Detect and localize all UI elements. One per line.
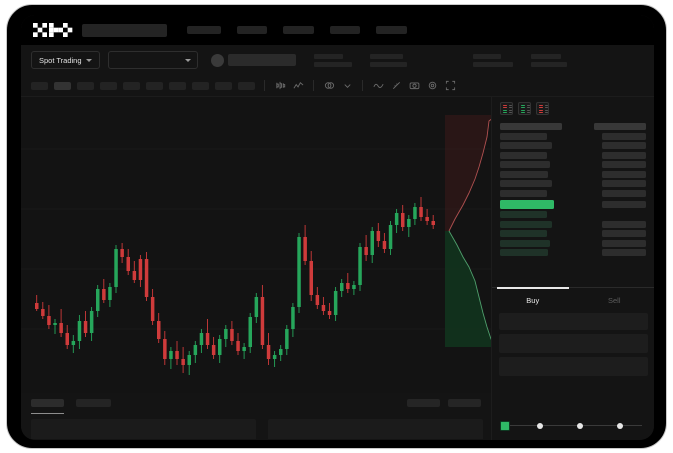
stat-24h-volume xyxy=(472,53,513,67)
orderbook-col-price xyxy=(500,123,562,131)
orderbook-ask-row[interactable] xyxy=(500,179,646,189)
orderbook-ask-row[interactable] xyxy=(500,151,646,161)
nav-item-4[interactable] xyxy=(330,26,360,34)
bottom-panels xyxy=(31,419,483,439)
bottom-tab-open-orders[interactable] xyxy=(31,399,64,407)
settings-gear-icon[interactable] xyxy=(426,80,438,92)
indicators-icon[interactable] xyxy=(292,80,304,92)
bottom-action-2[interactable] xyxy=(448,399,481,407)
slider-track xyxy=(504,425,642,426)
spot-trading-dropdown[interactable]: Spot Trading xyxy=(31,51,100,69)
orderbook-col-amount xyxy=(594,123,646,131)
orderbook-bid-row[interactable] xyxy=(500,210,646,220)
tab-sell-label: Sell xyxy=(607,296,621,305)
orderbook-ask-row[interactable] xyxy=(500,132,646,142)
bottom-panel-right[interactable] xyxy=(268,419,483,439)
chart-toolbar xyxy=(21,75,654,97)
toolbar-divider xyxy=(362,80,363,91)
orders-bottom-bar xyxy=(21,393,491,440)
nav-item-1[interactable] xyxy=(187,26,221,34)
chevron-down-icon xyxy=(184,58,191,62)
nav-item-3[interactable] xyxy=(283,26,314,34)
orderbook-mode-bids-icon[interactable] xyxy=(518,102,531,115)
stat-24h-change xyxy=(369,53,407,67)
bottom-panel-left[interactable] xyxy=(31,419,256,439)
tab-sell[interactable]: Sell xyxy=(574,288,655,313)
bottom-action-1[interactable] xyxy=(407,399,440,407)
tab-buy[interactable]: Buy xyxy=(492,288,574,313)
timeframe-button-1[interactable] xyxy=(31,81,48,90)
orderbook-ask-row[interactable] xyxy=(500,189,646,199)
active-tab-underline xyxy=(497,287,569,289)
stat-24h-high-low xyxy=(530,53,567,67)
trade-side-tabs: Buy Sell xyxy=(492,287,654,313)
trading-pair-dropdown[interactable] xyxy=(107,51,198,69)
tablet-device-frame: Spot Trading xyxy=(6,4,667,449)
slider-stop-25[interactable] xyxy=(537,422,543,429)
compare-icon[interactable] xyxy=(323,80,335,92)
orderbook-ask-row[interactable] xyxy=(500,160,646,170)
slider-stop-50[interactable] xyxy=(577,422,583,429)
pair-name xyxy=(227,54,296,66)
price-chart[interactable] xyxy=(21,97,491,393)
slider-handle[interactable] xyxy=(500,420,510,431)
chevron-down-icon xyxy=(85,58,92,62)
coin-avatar xyxy=(210,53,224,67)
orderbook-mode-both-icon[interactable] xyxy=(500,102,513,115)
bottom-tabs xyxy=(21,393,491,415)
market-depth-chart xyxy=(445,115,497,347)
last-price-highlight xyxy=(500,199,554,209)
toolbar-divider xyxy=(264,80,265,91)
candlestick-chart-icon[interactable] xyxy=(274,80,286,92)
order-form xyxy=(492,313,654,380)
market-toolbar: Spot Trading xyxy=(21,45,654,75)
amount-field[interactable] xyxy=(499,357,648,376)
line-chart-icon[interactable] xyxy=(372,80,384,92)
timeframe-button-7[interactable] xyxy=(169,81,186,90)
nav-item-2[interactable] xyxy=(237,26,267,34)
stat-last-price xyxy=(313,53,352,67)
screen: Spot Trading xyxy=(21,15,654,440)
orderbook-ask-row[interactable] xyxy=(500,170,646,180)
orderbook-bid-row[interactable] xyxy=(500,220,646,230)
timeframe-button-10[interactable] xyxy=(238,81,255,90)
orderbook-ask-row[interactable] xyxy=(500,141,646,151)
search-input[interactable] xyxy=(82,23,167,37)
top-header xyxy=(21,15,654,45)
chevron-down-icon[interactable] xyxy=(341,80,353,92)
tab-buy-label: Buy xyxy=(526,296,540,305)
spot-trading-label: Spot Trading xyxy=(39,55,82,65)
nav-item-5[interactable] xyxy=(376,26,407,34)
timeframe-button-6[interactable] xyxy=(146,81,163,90)
price-field[interactable] xyxy=(499,334,648,353)
bottom-actions xyxy=(407,399,481,407)
camera-icon[interactable] xyxy=(408,80,420,92)
order-type-field[interactable] xyxy=(499,313,648,330)
orderbook-bid-row[interactable] xyxy=(500,248,646,258)
timeframe-button-5[interactable] xyxy=(123,81,140,90)
orderbook-last-price-row[interactable] xyxy=(500,198,646,210)
timeframe-button-9[interactable] xyxy=(215,81,232,90)
orderbook-header-row xyxy=(500,122,646,132)
orderbook-trade-panel: Buy Sell xyxy=(491,97,654,440)
orderbook-mode-asks-icon[interactable] xyxy=(536,102,549,115)
bottom-tab-order-history[interactable] xyxy=(76,399,111,407)
timeframe-button-3[interactable] xyxy=(77,81,94,90)
toolbar-divider xyxy=(313,80,314,91)
header-nav xyxy=(187,26,407,34)
orderbook-rows xyxy=(492,119,654,258)
orderbook-bid-row[interactable] xyxy=(500,229,646,239)
fullscreen-icon[interactable] xyxy=(444,80,456,92)
timeframe-button-2[interactable] xyxy=(54,81,71,90)
timeframe-button-4[interactable] xyxy=(100,81,117,90)
bottom-active-tab-underline xyxy=(31,413,64,415)
amount-slider[interactable] xyxy=(492,417,654,435)
slider-stop-75[interactable] xyxy=(617,422,623,429)
orderbook-bid-row[interactable] xyxy=(500,239,646,249)
ruler-icon[interactable] xyxy=(390,80,402,92)
orderbook-display-modes xyxy=(492,97,654,119)
timeframe-button-8[interactable] xyxy=(192,81,209,90)
okx-logo-icon[interactable] xyxy=(33,23,73,37)
